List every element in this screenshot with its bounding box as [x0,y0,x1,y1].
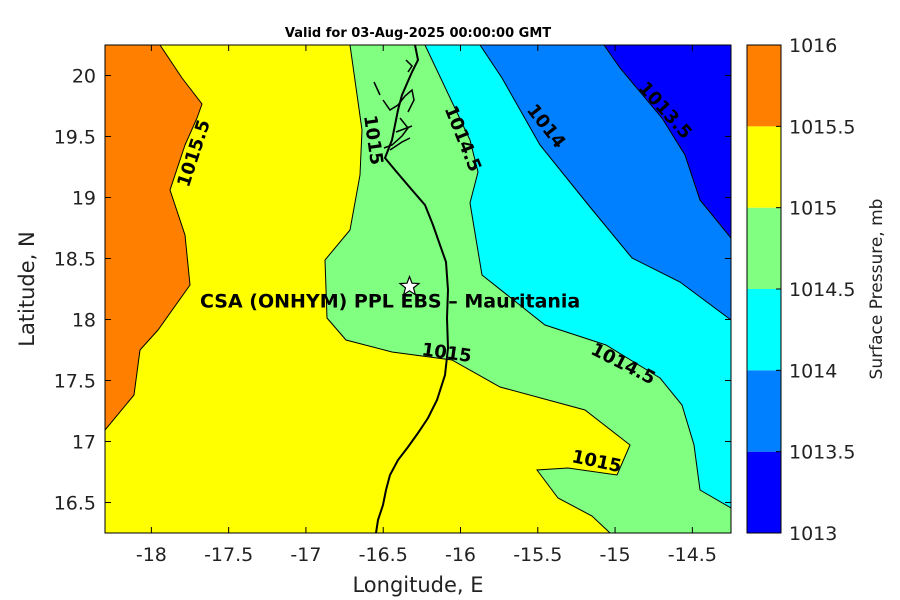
colorbar: 1013 1013.5 1014 1014.5 1015 1015.5 1016 [746,35,855,545]
contour-line-1015-5 [105,45,203,431]
y-axis-label: Latitude, N [15,231,39,347]
y-tick-label: 18 [72,310,96,332]
pressure-region-1013 [604,45,731,238]
colorbar-swatch [747,45,781,127]
x-tick-label: -15.5 [513,544,562,566]
x-tick-label: -17.5 [204,544,253,566]
pressure-region-1013-5 [480,45,731,320]
colorbar-tick-label: 1013.5 [789,442,855,464]
colorbar-tick-label: 1015.5 [789,116,855,138]
figure-title: Valid for 03-Aug-2025 00:00:00 GMT [285,26,551,41]
contour-line-1015-west [324,45,631,533]
x-axis-label: Longitude, E [352,573,483,597]
colorbar-tick-label: 1013 [789,523,837,545]
y-tick-label: 18.5 [54,249,96,271]
colorbar-swatch [747,451,781,533]
colorbar-swatch [747,370,781,452]
contour-line-1014-5 [424,45,731,509]
x-tick-label: -16 [445,544,476,566]
pressure-region-1015-5 [105,45,202,430]
y-tick-label: 17.5 [54,371,96,393]
x-tick-label: -16.5 [359,544,408,566]
y-axis-ticks: 16.5 17 17.5 18 18.5 19 19.5 20 [54,66,731,515]
site-marker: CSA (ONHYM) PPL EBS – Mauritania [200,274,580,313]
y-tick-label: 17 [72,432,96,454]
colorbar-swatch [747,207,781,289]
site-label: CSA (ONHYM) PPL EBS – Mauritania [200,291,580,313]
colorbar-swatch [747,289,781,371]
coastline-islands [373,59,415,151]
plot-frame [104,44,732,534]
site-star-icon [398,274,421,297]
contour-lines [105,45,731,533]
pressure-region-1014-5 [325,45,731,533]
colorbar-tick-label: 1014 [789,360,837,382]
colorbar-tick-label: 1015 [789,198,837,220]
x-tick-label: -17 [290,544,321,566]
coastline [373,45,450,533]
pressure-region-1014 [425,45,731,508]
colorbar-tick-label: 1014.5 [789,279,855,301]
x-axis-ticks: -18 -17.5 -17 -16.5 -16 -15.5 -15 -14.5 [136,45,717,566]
x-tick-label: -14.5 [668,544,717,566]
x-tick-label: -15 [600,544,631,566]
colorbar-label: Surface Pressure, mb [867,199,887,380]
contour-line-1013-5 [603,45,731,239]
y-tick-label: 19 [72,188,96,210]
contour-line-1014 [479,45,731,321]
y-tick-label: 16.5 [54,493,96,515]
colorbar-swatch [747,126,781,208]
y-tick-label: 19.5 [54,127,96,149]
y-tick-label: 20 [72,66,96,88]
colorbar-tick-label: 1016 [789,35,837,57]
coastline-main [375,45,450,533]
x-tick-label: -18 [136,544,167,566]
contour-fills [105,45,731,533]
